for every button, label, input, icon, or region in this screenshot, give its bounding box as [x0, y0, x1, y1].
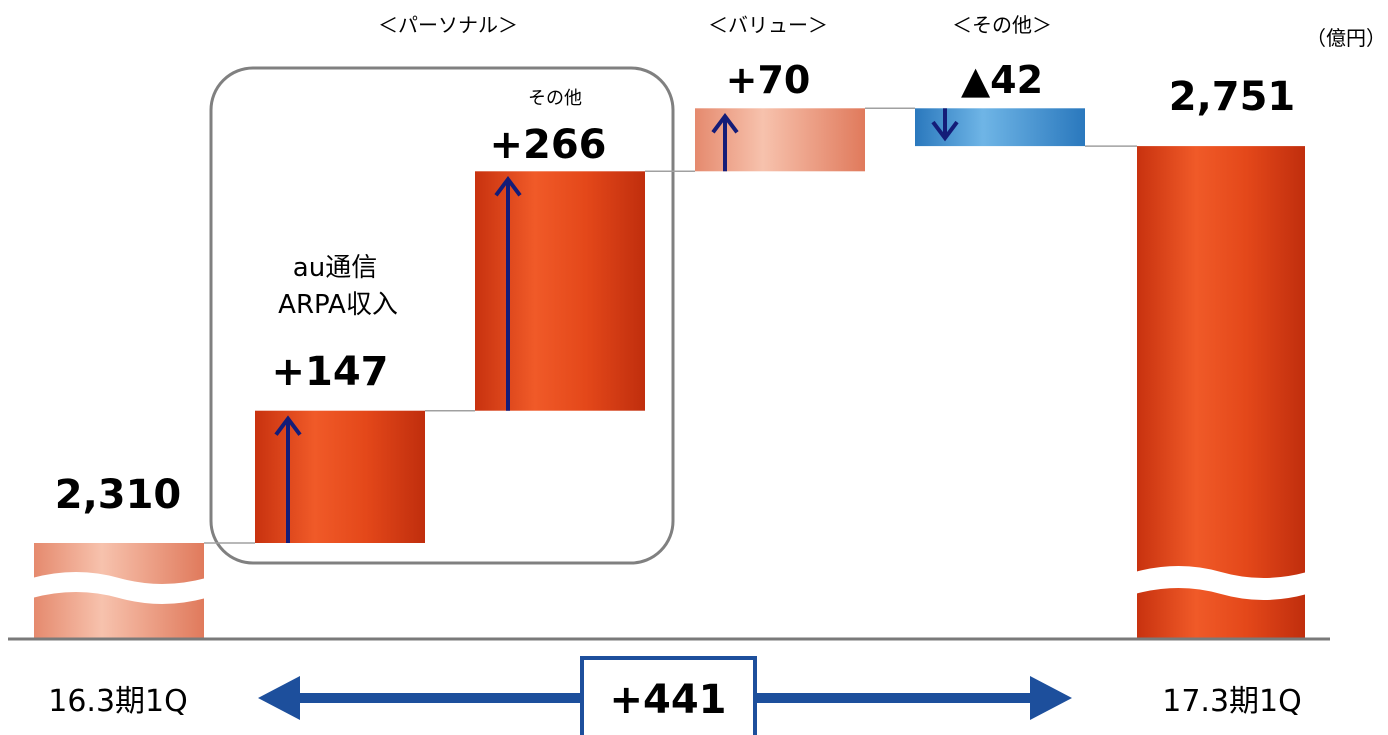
arrows-layer — [274, 108, 959, 543]
bar-step-2 — [475, 171, 645, 411]
start-value-label: 2,310 — [55, 472, 182, 518]
bar-end — [1137, 146, 1305, 639]
group-label-value: ＜バリュー＞ — [708, 13, 828, 37]
step1-name-line1: au通信 — [293, 253, 377, 283]
axis-break-end — [1135, 566, 1307, 600]
step2-name: その他 — [528, 88, 582, 109]
end-category-label: 17.3期1Q — [1162, 684, 1302, 719]
step3-value-label: +70 — [726, 58, 811, 102]
arrow-step-4 — [931, 108, 959, 142]
personal-group-box — [209, 66, 675, 565]
step2-value-label: +266 — [489, 122, 606, 168]
connectors-layer — [204, 107, 1137, 544]
step4-value-label: ▲42 — [961, 58, 1043, 102]
bar-step-3 — [695, 108, 865, 172]
unit-label: （億円） — [1306, 26, 1386, 50]
bar-step-1 — [255, 410, 425, 543]
bars-layer — [32, 108, 1307, 639]
total-change-label: +441 — [609, 677, 726, 723]
group-label-personal: ＜パーソナル＞ — [378, 13, 518, 37]
arrow-step-1 — [274, 415, 302, 543]
start-category-label: 16.3期1Q — [48, 684, 188, 719]
step1-name-line2: ARPA収入 — [278, 290, 398, 320]
arrow-step-3 — [711, 112, 739, 172]
end-value-label: 2,751 — [1169, 74, 1296, 120]
total-change-box — [580, 656, 757, 735]
axis-break-start — [32, 572, 206, 604]
step1-value-label: +147 — [271, 349, 388, 395]
total-change-arrow — [258, 676, 1072, 720]
arrow-step-2 — [494, 175, 522, 411]
group-label-other: ＜その他＞ — [952, 13, 1052, 37]
bar-step-4 — [915, 108, 1085, 147]
